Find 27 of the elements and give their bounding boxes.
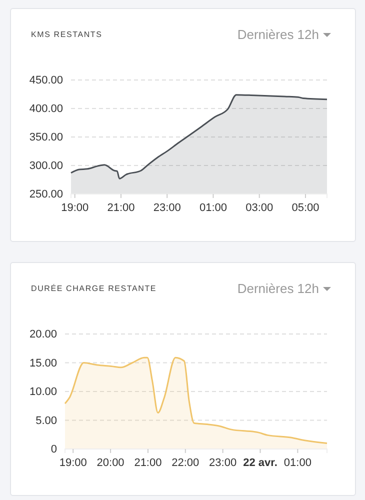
y-tick-label: 400.00 xyxy=(29,103,63,116)
x-tick-label: 21:00 xyxy=(134,456,162,469)
x-tick-label: 19:00 xyxy=(61,202,89,214)
x-tick-label: 01:00 xyxy=(284,456,312,469)
y-tick-label: 5.00 xyxy=(36,414,57,427)
x-tick-label: 23:00 xyxy=(153,202,181,214)
y-tick-label: 20.00 xyxy=(29,328,57,341)
y-tick-label: 450.00 xyxy=(29,74,63,87)
x-tick-label: 03:00 xyxy=(246,202,274,214)
y-tick-label: 350.00 xyxy=(29,132,63,144)
y-tick-label: 300.00 xyxy=(29,160,63,172)
y-tick-label: 0 xyxy=(50,444,57,456)
x-tick-label: 22 avr. xyxy=(243,456,278,469)
y-tick-label: 10.00 xyxy=(29,386,57,398)
text: Dernières 12h xyxy=(237,281,319,296)
x-tick-label: 23:00 xyxy=(209,456,237,469)
x-tick-label: 22:00 xyxy=(172,456,200,469)
chart-title: KMS RESTANTS xyxy=(31,30,102,39)
text: Dernières 12h xyxy=(237,27,319,42)
x-tick-label: 01:00 xyxy=(199,202,227,214)
y-tick-label: 250.00 xyxy=(29,188,63,201)
x-tick-label: 21:00 xyxy=(107,202,135,214)
x-tick-label: 20:00 xyxy=(96,456,124,469)
x-tick-label: 19:00 xyxy=(59,456,87,469)
chart-title: DURÉE CHARGE RESTANTE xyxy=(31,284,157,293)
x-tick-label: 05:00 xyxy=(292,202,320,214)
y-tick-label: 15.00 xyxy=(29,357,57,370)
